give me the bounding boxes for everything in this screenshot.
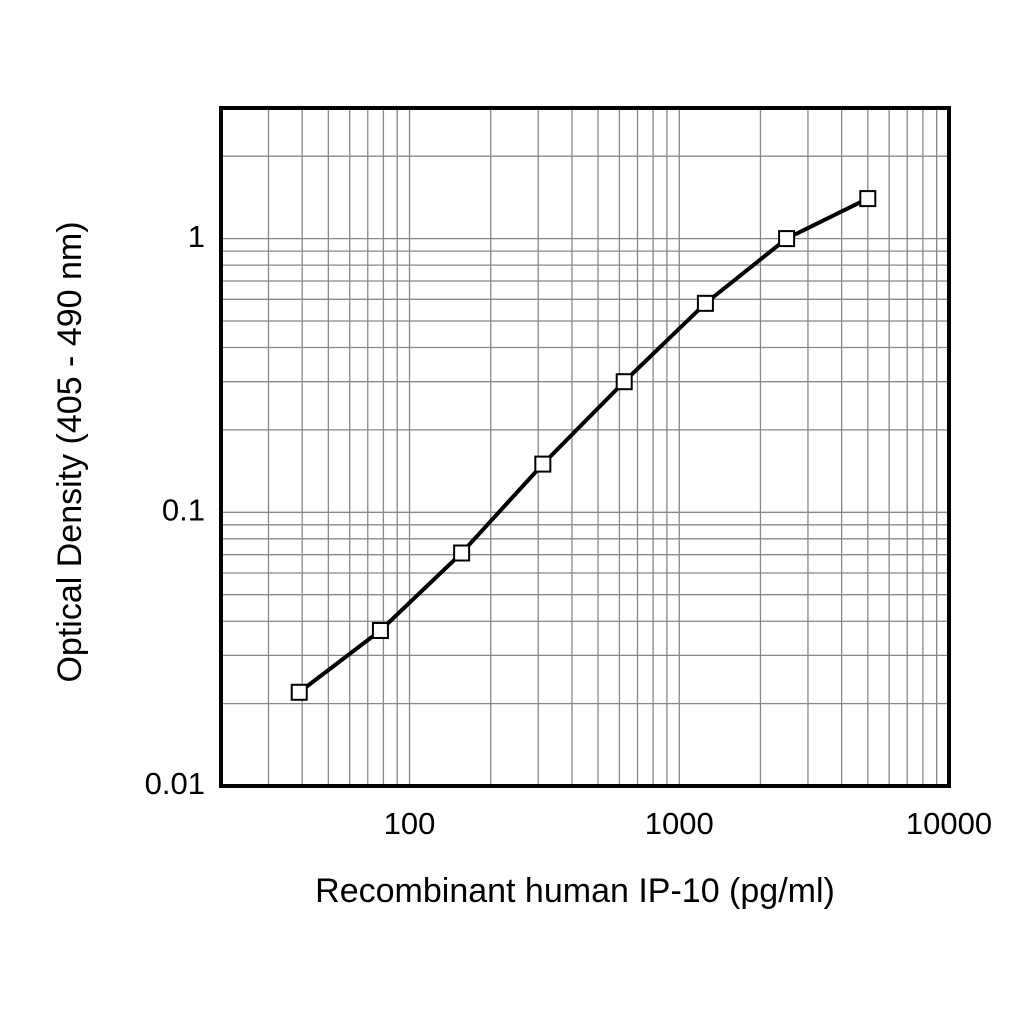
data-point [290, 683, 308, 701]
plot-frame [219, 106, 951, 788]
x-tick-label: 100 [384, 806, 436, 841]
data-point [859, 190, 877, 208]
data-point [371, 621, 389, 639]
x-tick-label: 1000 [645, 806, 714, 841]
data-point [615, 373, 633, 391]
data-point [778, 230, 796, 248]
data-point [453, 544, 471, 562]
y-tick-label: 1 [188, 219, 205, 254]
x-tick-label: 10000 [906, 806, 992, 841]
y-tick-label: 0.1 [162, 492, 205, 527]
y-axis-label: Optical Density (405 - 490 nm) [51, 221, 89, 682]
x-axis-label: Recombinant human IP-10 (pg/ml) [315, 872, 835, 910]
data-line [298, 196, 869, 694]
data-point [534, 455, 552, 473]
data-point [696, 294, 714, 312]
y-tick-label: 0.01 [145, 766, 205, 801]
